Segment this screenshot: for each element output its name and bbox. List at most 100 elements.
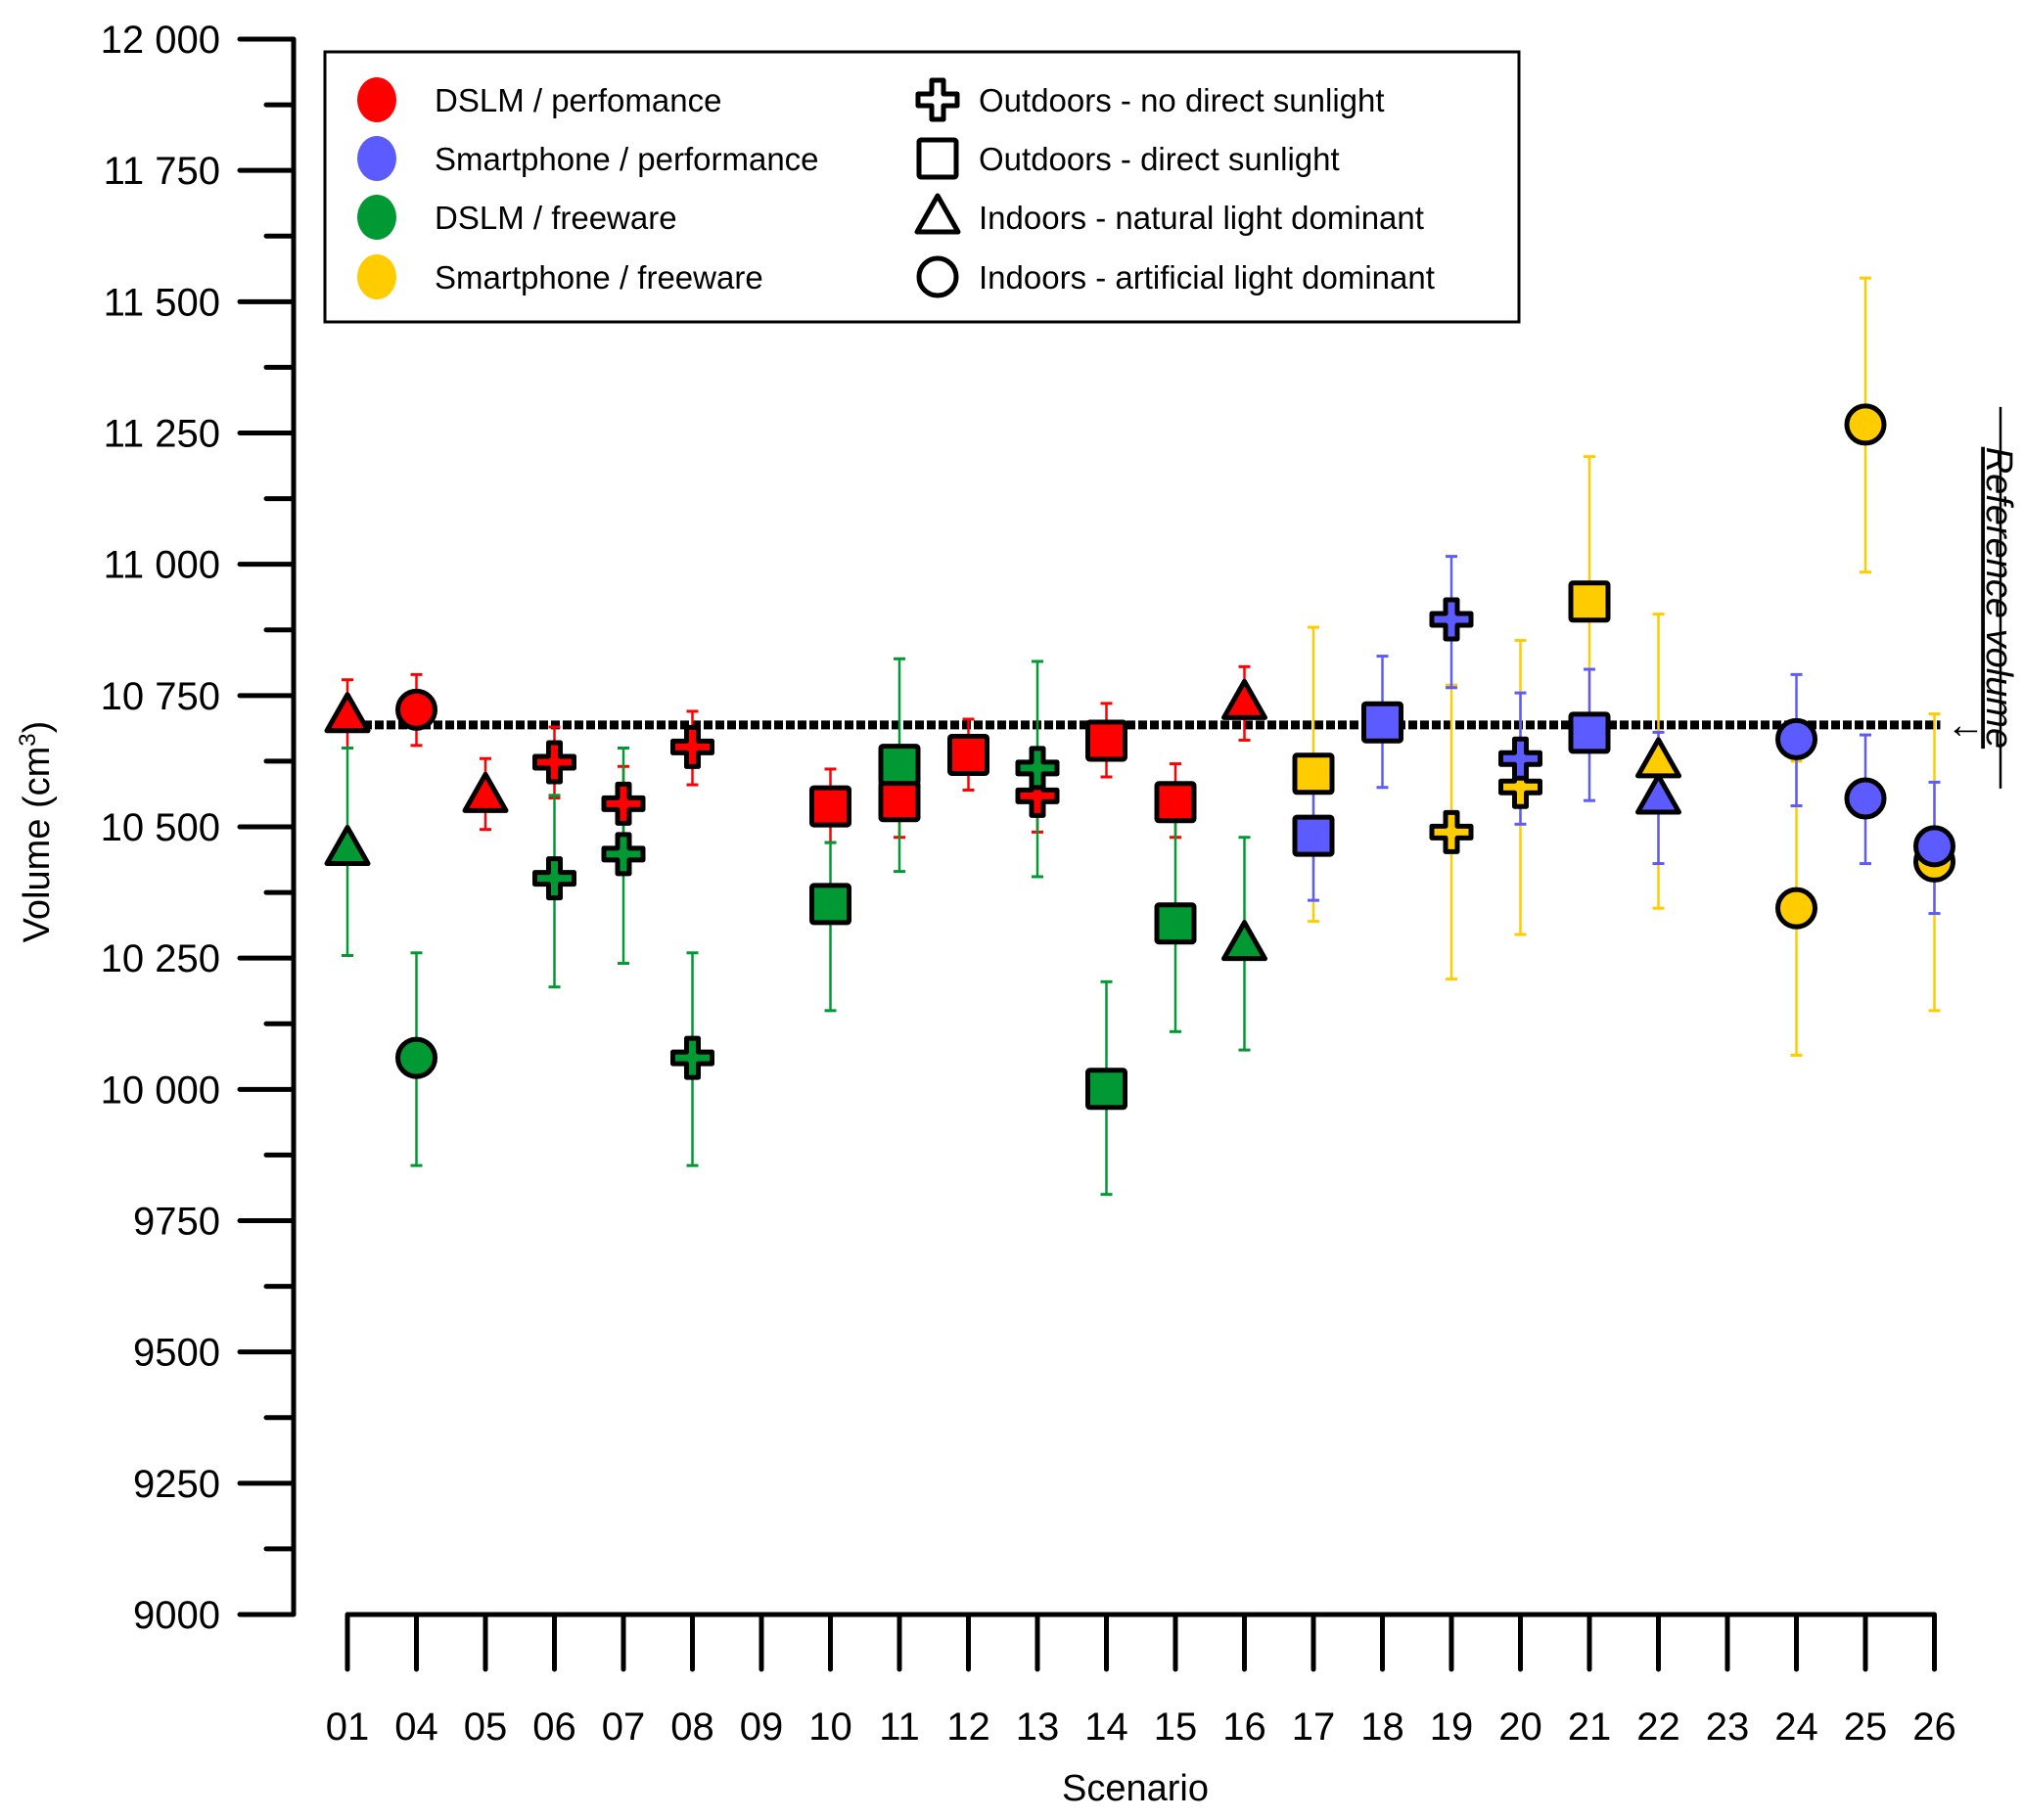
legend-color-label: Smartphone / freeware <box>435 259 763 296</box>
x-tick-label: 22 <box>1636 1706 1680 1749</box>
x-tick-label: 12 <box>946 1706 990 1749</box>
data-point-cross <box>1429 597 1474 642</box>
y-tick-label: 11 000 <box>104 544 220 587</box>
x-tick-label: 05 <box>464 1706 508 1749</box>
data-point-square <box>809 785 851 828</box>
x-tick-label: 09 <box>740 1706 784 1749</box>
data-point-circle <box>395 688 437 731</box>
data-point-circle <box>1775 717 1817 760</box>
reference-line-group: ←Reference volume <box>340 406 2019 789</box>
data-point-cross <box>532 856 576 901</box>
legend-square-icon <box>916 137 959 180</box>
data-point-triangle <box>324 825 371 867</box>
legend-shape-label: Indoors - natural light dominant <box>979 200 1424 236</box>
x-tick-label: 17 <box>1292 1706 1336 1749</box>
data-point-square <box>1568 580 1611 623</box>
x-tick-label: 21 <box>1568 1706 1612 1749</box>
data-point-square <box>947 733 989 776</box>
data-point-cross <box>1498 764 1542 809</box>
legend-color-label: DSLM / perfomance <box>435 82 721 118</box>
data-point-cross <box>532 740 576 785</box>
data-point-circle <box>1913 825 1955 868</box>
data-point-triangle <box>1635 773 1681 815</box>
x-tick-label: 26 <box>1912 1706 1956 1749</box>
data-point-square <box>1568 711 1611 754</box>
y-tick-label: 9000 <box>133 1594 220 1637</box>
y-tick-label: 9500 <box>133 1332 220 1375</box>
x-tick-label: 08 <box>670 1706 714 1749</box>
legend-shape-label: Outdoors - no direct sunlight <box>979 82 1385 118</box>
data-point-triangle <box>1221 678 1267 720</box>
x-tick-label: 15 <box>1154 1706 1198 1749</box>
x-tick-label: 14 <box>1084 1706 1128 1749</box>
data-point-cross <box>601 832 646 877</box>
x-tick-label: 10 <box>808 1706 852 1749</box>
data-point-circle <box>395 1036 437 1079</box>
data-point-square <box>1361 701 1403 744</box>
y-tick-label: 10 750 <box>101 675 220 718</box>
data-point-square <box>1154 781 1197 824</box>
error-bars <box>342 276 1941 1197</box>
x-tick-label: 19 <box>1430 1706 1474 1749</box>
x-tick-label: 04 <box>394 1706 438 1749</box>
legend-color-label: DSLM / freeware <box>435 200 677 236</box>
legend-cross-icon <box>915 77 960 122</box>
data-point-cross <box>1498 736 1542 781</box>
legend-shape-label: Outdoors - direct sunlight <box>979 141 1340 177</box>
y-tick-label: 11 250 <box>104 413 220 456</box>
legend-circle-icon <box>916 255 959 298</box>
data-point-square <box>1154 902 1197 945</box>
y-tick-label: 12 000 <box>101 19 220 62</box>
x-tick-label: 11 <box>879 1706 920 1749</box>
data-point-square <box>1292 752 1335 796</box>
data-point-cross <box>1015 746 1060 791</box>
x-tick-label: 25 <box>1844 1706 1888 1749</box>
y-tick-label: 10 500 <box>101 806 220 849</box>
data-point-triangle <box>324 692 371 734</box>
data-point-cross <box>670 1035 714 1080</box>
x-tick-label: 01 <box>326 1706 370 1749</box>
legend-shape-label: Indoors - artificial light dominant <box>979 259 1435 296</box>
legend-color-label: Smartphone / performance <box>435 141 819 177</box>
y-tick-label: 10 250 <box>101 937 220 980</box>
data-point-square <box>1085 1068 1127 1111</box>
x-tick-label: 06 <box>532 1706 576 1749</box>
data-point-square <box>878 780 921 823</box>
legend-color-swatch <box>357 77 396 122</box>
data-point-cross <box>1429 809 1474 854</box>
x-tick-label: 07 <box>602 1706 646 1749</box>
data-point-circle <box>1844 777 1887 820</box>
data-point-triangle <box>1635 737 1681 779</box>
x-axis-title: Scenario <box>1062 1768 1209 1809</box>
x-axis: 01 04 05 06 07 08 09 10 11 12 13 14 15 16 17 18 19 20 21 22… <box>326 1612 1956 1749</box>
legend: DSLM / perfomance Smartphone / performanc… <box>323 50 1521 324</box>
y-tick-label: 9750 <box>133 1201 220 1244</box>
x-tick-label: 23 <box>1706 1706 1750 1749</box>
data-point-square <box>878 744 921 787</box>
legend-color-swatch <box>357 254 396 299</box>
data-point-square <box>1085 719 1127 762</box>
data-point-circle <box>1844 403 1887 446</box>
data-point-circle <box>1775 887 1817 930</box>
y-axis-title: Volume (cm3) <box>15 721 58 943</box>
x-tick-label: 18 <box>1360 1706 1404 1749</box>
data-point-triangle <box>1221 920 1267 962</box>
reference-volume-label: Reference volume <box>1978 447 2019 749</box>
data-point-square <box>809 883 851 926</box>
y-tick-label: 11 500 <box>104 281 220 324</box>
y-tick-label: 9250 <box>133 1463 220 1506</box>
y-tick-label: 10 000 <box>101 1069 220 1112</box>
x-tick-label: 16 <box>1222 1706 1266 1749</box>
legend-triangle-icon <box>914 193 961 235</box>
x-tick-label: 24 <box>1774 1706 1818 1749</box>
x-tick-label: 20 <box>1498 1706 1542 1749</box>
y-axis: 9000 9250 9500 9750 10 000 10 250 10 500 10 750… <box>101 19 297 1637</box>
reference-arrow-icon: ← <box>1947 704 1986 747</box>
x-tick-label: 13 <box>1016 1706 1060 1749</box>
legend-color-swatch <box>357 195 396 240</box>
data-point-square <box>1292 814 1335 857</box>
data-point-cross <box>670 724 714 769</box>
data-point-triangle <box>462 771 509 813</box>
data-point-cross <box>601 781 646 826</box>
